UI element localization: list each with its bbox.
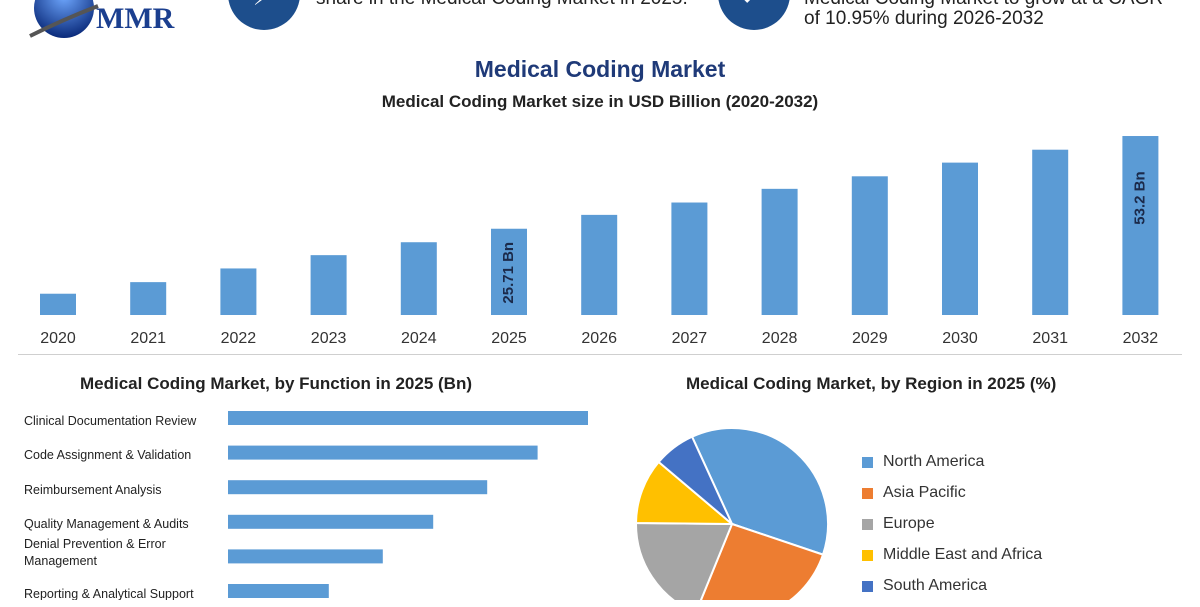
bar-2028: [761, 188, 798, 315]
function-label-4: Denial Prevention & Error Management: [24, 537, 166, 569]
legend-label: Europe: [883, 515, 935, 532]
pie-slice-0: [690, 427, 829, 556]
x-tick-label-2025: 2025: [491, 330, 527, 347]
pie-slice-3: [634, 460, 735, 526]
bar-2020: [40, 293, 76, 315]
legend-swatch: [862, 487, 873, 499]
legend-item: Asia Pacific: [862, 483, 1042, 503]
legend-swatch: [862, 518, 873, 530]
function-label-3: Quality Management & Audits: [24, 517, 189, 532]
data-label-2025: 25.71 Bn: [500, 242, 517, 304]
function-bar-chart: Clinical Documentation Review Code Assign…: [24, 411, 588, 601]
banner-text-share: share in the Medical Coding Market in 20…: [316, 0, 688, 10]
x-tick-label-2029: 2029: [852, 330, 888, 347]
function-chart-title: Medical Coding Market, by Function in 20…: [80, 374, 472, 393]
banner-text-cagr-line1: Medical Coding Market to grow at a CAGR: [804, 0, 1163, 10]
legend-swatch: [862, 549, 873, 561]
legend-label: South America: [883, 577, 988, 594]
x-tick-label-2024: 2024: [401, 330, 437, 347]
function-bar-3: [228, 514, 434, 529]
function-label-1: Code Assignment & Validation: [24, 448, 192, 463]
data-label-2032: 53.2 Bn: [1131, 171, 1148, 224]
x-tick-label-2023: 2023: [311, 330, 347, 347]
bar-2025: [491, 228, 527, 315]
legend-item: Middle East and Africa: [862, 545, 1042, 565]
x-tick-label-2021: 2021: [130, 330, 166, 347]
pie-slice-1: [699, 522, 825, 600]
bar-2026: [581, 214, 618, 315]
bar-2029: [851, 176, 888, 315]
bar-2031: [1032, 149, 1069, 315]
legend-item: Europe: [862, 514, 1042, 534]
x-tick-label-2022: 2022: [221, 330, 257, 347]
legend-swatch: [862, 456, 873, 468]
bar-2030: [942, 162, 978, 315]
x-tick-label-2026: 2026: [581, 330, 617, 347]
bar-2027: [671, 202, 708, 315]
x-tick-label-2027: 2027: [672, 330, 708, 347]
x-tick-label-2028: 2028: [762, 330, 798, 347]
bar-2021: [130, 282, 167, 315]
x-tick-label-2020: 2020: [40, 330, 76, 347]
globe-icon: [29, 0, 99, 38]
region-pie-chart: [634, 427, 829, 600]
bar-2024: [400, 242, 437, 315]
function-label-0: Clinical Documentation Review: [24, 413, 197, 428]
pie-slice-2: [635, 521, 734, 600]
mmr-logo: [22, 0, 202, 44]
banner-text-cagr-line2: of 10.95% during 2026-2032: [804, 8, 1044, 29]
function-bar-5: [228, 584, 329, 598]
legend-item: South America: [862, 576, 1042, 596]
region-legend: North America Asia Pacific Europe Middle Ea…: [862, 452, 1042, 607]
logo-text: MMR: [96, 2, 175, 35]
function-bar-0: [228, 411, 588, 425]
x-tick-label-2031: 2031: [1032, 330, 1068, 347]
x-tick-label-2032: 2032: [1123, 330, 1159, 347]
function-label-text: Clinical Documentation Review: [24, 413, 197, 428]
legend-label: North America: [883, 453, 985, 470]
x-tick-label-2030: 2030: [942, 330, 978, 347]
legend-label: Asia Pacific: [883, 484, 966, 501]
function-label-2: Reimbursement Analysis: [24, 482, 162, 497]
function-label-5: Reporting & Analytical Support: [24, 586, 194, 601]
bar-2022: [220, 268, 257, 315]
lightning-icon: ⚡: [228, 0, 300, 30]
bar-2032: [1122, 136, 1159, 315]
legend-swatch: [862, 580, 873, 592]
market-size-bar-chart: 2020 2021 2022 2023 2024 2025 25.71 Bn 2026 2027…: [40, 136, 1159, 347]
function-bar-4: [228, 549, 383, 564]
function-label-text: Quality Management & Audits: [24, 517, 189, 532]
function-label-text: Reimbursement Analysis: [24, 482, 162, 497]
legend-item: North America: [862, 452, 1042, 472]
growth-icon: ↗: [718, 0, 790, 30]
legend-label: Middle East and Africa: [883, 546, 1043, 563]
function-label-text: Reporting & Analytical Support: [24, 586, 194, 601]
region-chart-title: Medical Coding Market, by Region in 2025…: [686, 374, 1057, 393]
bar-2023: [310, 255, 347, 315]
function-label-text: Denial Prevention & Error Management: [24, 537, 166, 569]
function-bar-1: [228, 445, 538, 460]
function-label-text: Code Assignment & Validation: [24, 448, 192, 463]
chart-title: Medical Coding Market: [474, 56, 726, 82]
function-bar-2: [228, 480, 488, 495]
pie-slice-4: [657, 435, 733, 525]
chart-subtitle: Medical Coding Market size in USD Billio…: [381, 92, 819, 111]
section-divider: [18, 354, 1182, 355]
